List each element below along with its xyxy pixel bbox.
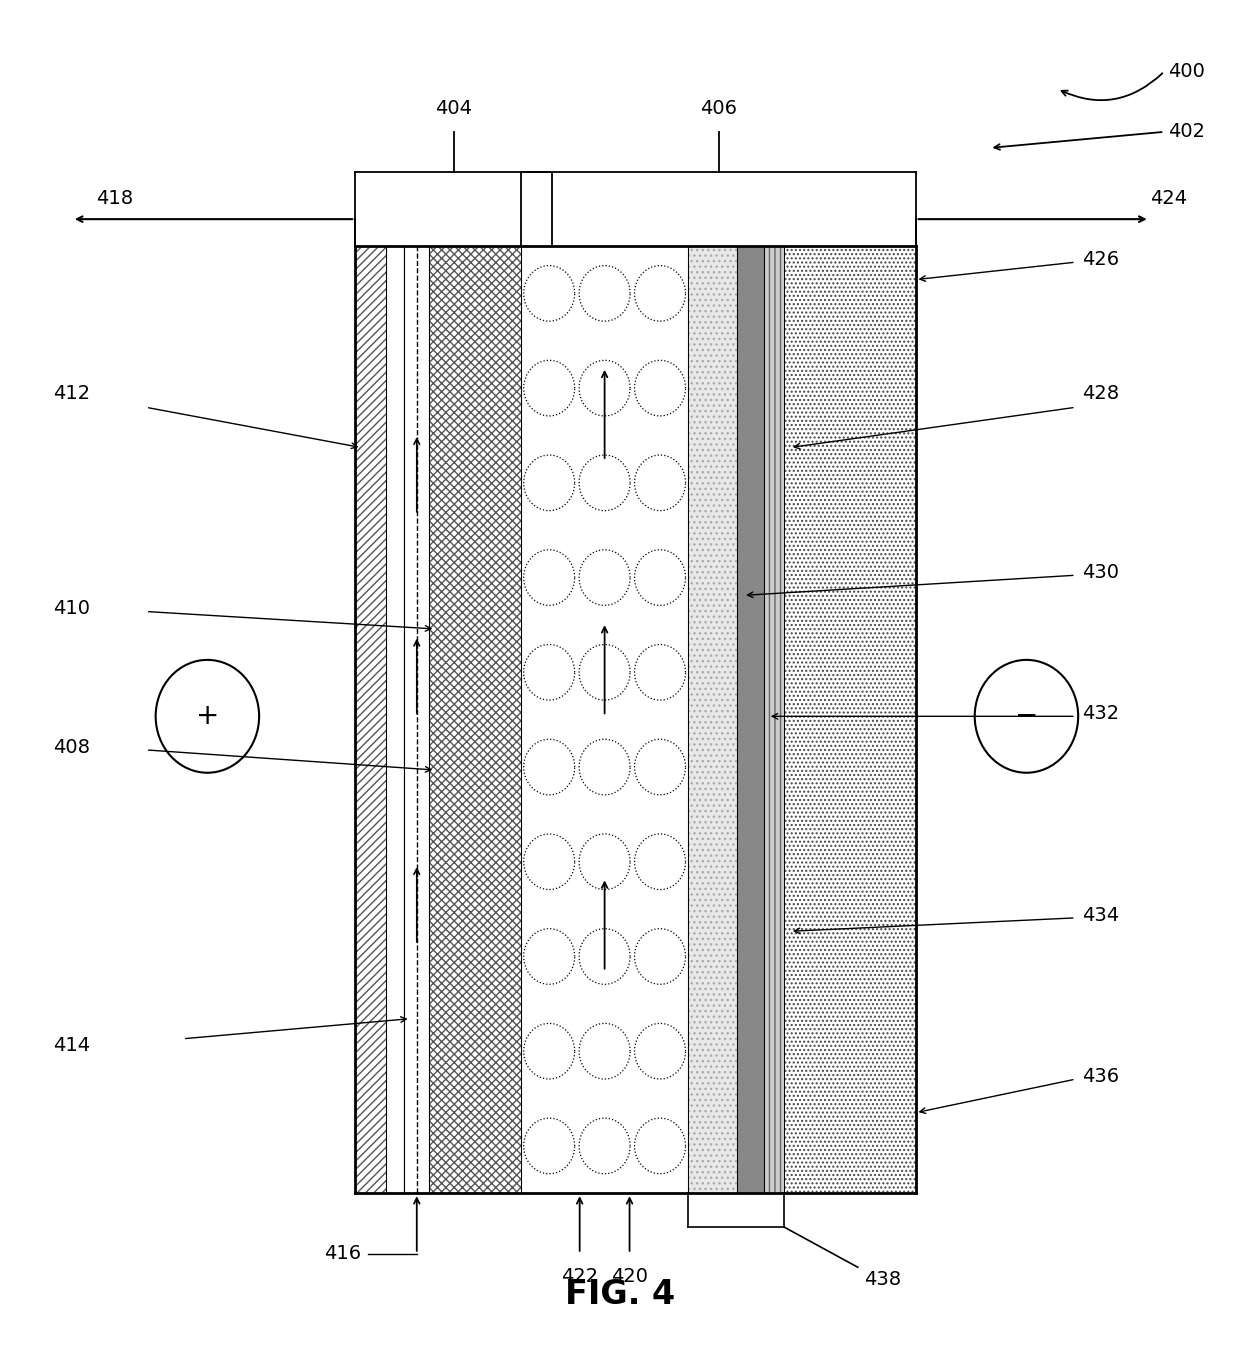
Text: 404: 404 <box>435 100 472 119</box>
Text: 434: 434 <box>1081 906 1118 925</box>
Text: 408: 408 <box>53 738 91 757</box>
Text: 438: 438 <box>864 1270 901 1288</box>
Text: 406: 406 <box>701 100 737 119</box>
Text: 428: 428 <box>1081 384 1118 403</box>
Bar <box>522 246 688 1194</box>
Text: 424: 424 <box>1149 189 1187 208</box>
Text: 410: 410 <box>53 599 91 618</box>
Text: +: + <box>196 702 219 730</box>
Bar <box>355 246 386 1194</box>
Bar <box>688 246 737 1194</box>
Text: 420: 420 <box>611 1267 649 1286</box>
Text: 418: 418 <box>97 189 134 208</box>
Text: 422: 422 <box>562 1267 598 1286</box>
Text: 400: 400 <box>1168 62 1205 81</box>
Text: 402: 402 <box>1168 122 1205 142</box>
Bar <box>737 246 764 1194</box>
Text: 416: 416 <box>324 1244 361 1263</box>
Bar <box>404 246 429 1194</box>
Bar <box>784 246 915 1194</box>
Text: 430: 430 <box>1081 562 1118 583</box>
Text: 436: 436 <box>1081 1067 1118 1086</box>
Text: FIG. 4: FIG. 4 <box>565 1278 675 1310</box>
Text: 414: 414 <box>53 1036 91 1055</box>
Text: 426: 426 <box>1081 250 1118 269</box>
Text: 432: 432 <box>1081 704 1118 723</box>
Bar <box>386 246 404 1194</box>
Text: −: − <box>1014 702 1038 730</box>
Bar <box>764 246 784 1194</box>
Text: 412: 412 <box>53 384 91 403</box>
Bar <box>429 246 522 1194</box>
